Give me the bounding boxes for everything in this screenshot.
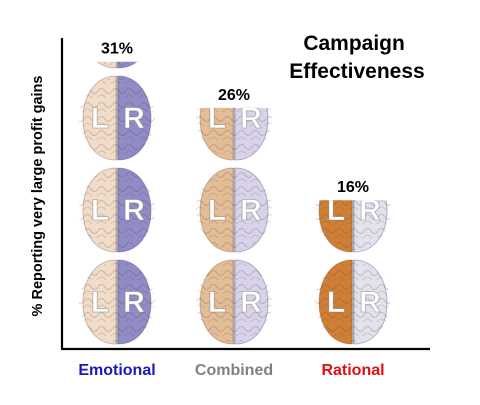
labels-layer: 31% Emotional 26% Combined 16% Rational [78,41,384,379]
value-label: 16% [337,179,369,196]
bar-combined: L RL RL RL R [196,0,272,345]
hemisphere-left-label: L [91,10,109,43]
hemisphere-right-label: R [123,286,145,319]
hemisphere-left-label: L [208,102,226,135]
hemisphere-right-label: R [240,10,262,43]
bars-layer: LRLRLRLRLRLRLRLRLRLRLRLR [79,0,391,345]
hemisphere-right-label: R [240,286,262,319]
category-label: Combined [195,362,273,379]
axes-layer [60,38,430,351]
hemisphere-right-label: R [359,286,381,319]
category-label: Emotional [78,362,155,379]
hemisphere-right-label: R [240,194,262,227]
chart-title: Campaign Effectiveness [289,32,424,83]
hemisphere-right-label: R [123,10,145,43]
hemisphere-left-label: L [208,10,226,43]
hemisphere-left-label: L [327,102,345,135]
hemisphere-left-label: L [208,194,226,227]
hemisphere-left-label: L [91,102,109,135]
hemisphere-right-label: R [123,194,145,227]
hemisphere-right-label: R [123,102,145,135]
hemisphere-left-label: L [327,194,345,227]
value-label: 26% [218,87,250,104]
hemisphere-left-label: L [91,286,109,319]
hemisphere-right-label: R [359,102,381,135]
chart-title-line-1: Campaign [303,32,405,55]
hemisphere-right-label: R [359,194,381,227]
hemisphere-right-label: R [240,102,262,135]
hemisphere-left-label: L [327,286,345,319]
chart-title-line-2: Effectiveness [289,60,424,83]
hemisphere-left-label: L [91,194,109,227]
category-label: Rational [321,362,384,379]
y-axis-label: % Reporting very large profit gains [30,76,46,317]
bar-rational: L RL RL R [315,76,391,345]
value-label: 31% [101,41,133,58]
hemisphere-left-label: L [208,286,226,319]
